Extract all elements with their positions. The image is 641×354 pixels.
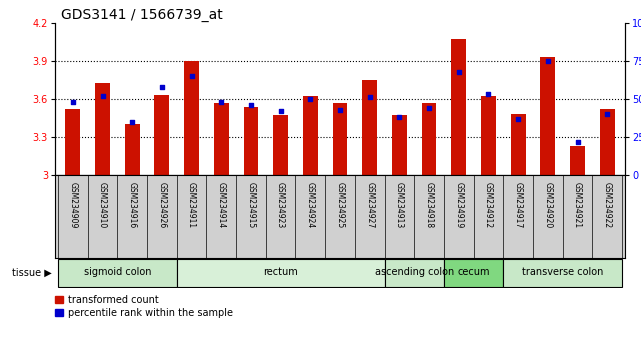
Bar	[422, 103, 437, 175]
Point	[127, 119, 137, 125]
Text: GDS3141 / 1566739_at: GDS3141 / 1566739_at	[62, 8, 223, 22]
Text: GSM234923: GSM234923	[276, 182, 285, 228]
Point	[513, 116, 523, 121]
FancyBboxPatch shape	[58, 259, 177, 287]
Text: sigmoid colon: sigmoid colon	[83, 267, 151, 278]
Point	[424, 105, 434, 111]
Bar	[214, 103, 229, 175]
Point	[305, 96, 315, 102]
Text: GSM234912: GSM234912	[484, 182, 493, 228]
Text: GSM234922: GSM234922	[603, 182, 612, 228]
Text: GSM234911: GSM234911	[187, 182, 196, 228]
Text: GSM234925: GSM234925	[335, 182, 344, 228]
Point	[394, 114, 404, 120]
FancyBboxPatch shape	[385, 259, 444, 287]
Bar	[95, 82, 110, 175]
Text: GSM234919: GSM234919	[454, 182, 463, 228]
Text: cecum: cecum	[457, 267, 490, 278]
Point	[572, 139, 583, 144]
Point	[602, 112, 612, 117]
Point	[483, 92, 494, 97]
Bar	[333, 103, 347, 175]
FancyBboxPatch shape	[503, 259, 622, 287]
Bar	[511, 114, 526, 175]
Text: GSM234921: GSM234921	[573, 182, 582, 228]
Bar	[273, 115, 288, 175]
Text: GSM234926: GSM234926	[158, 182, 167, 228]
Point	[187, 73, 197, 79]
Bar	[392, 115, 407, 175]
Point	[543, 58, 553, 64]
Text: GSM234918: GSM234918	[424, 182, 433, 228]
Text: GSM234910: GSM234910	[98, 182, 107, 228]
Bar	[600, 109, 615, 175]
Point	[365, 95, 375, 100]
Bar	[65, 109, 80, 175]
Point	[454, 69, 464, 74]
Text: GSM234916: GSM234916	[128, 182, 137, 228]
Text: GSM234924: GSM234924	[306, 182, 315, 228]
Point	[157, 84, 167, 90]
Bar	[125, 124, 140, 175]
Point	[97, 93, 108, 99]
Text: rectum: rectum	[263, 267, 298, 278]
Text: GSM234914: GSM234914	[217, 182, 226, 228]
Text: tissue ▶: tissue ▶	[12, 268, 52, 278]
Point	[335, 107, 345, 113]
Bar	[570, 146, 585, 175]
Bar	[362, 80, 377, 175]
Bar	[303, 97, 318, 175]
Bar	[481, 97, 496, 175]
Point	[246, 102, 256, 108]
Point	[276, 108, 286, 114]
Text: ascending colon: ascending colon	[374, 267, 454, 278]
Legend: transformed count, percentile rank within the sample: transformed count, percentile rank withi…	[55, 295, 233, 318]
Point	[216, 99, 226, 105]
FancyBboxPatch shape	[444, 259, 503, 287]
Bar	[244, 107, 258, 175]
Bar	[154, 95, 169, 175]
Bar	[540, 57, 555, 175]
FancyBboxPatch shape	[177, 259, 385, 287]
Text: GSM234917: GSM234917	[513, 182, 522, 228]
Text: GSM234909: GSM234909	[69, 182, 78, 228]
Text: GSM234927: GSM234927	[365, 182, 374, 228]
Text: GSM234913: GSM234913	[395, 182, 404, 228]
Bar	[451, 39, 466, 175]
Text: GSM234920: GSM234920	[544, 182, 553, 228]
Point	[68, 99, 78, 105]
Text: transverse colon: transverse colon	[522, 267, 603, 278]
Text: GSM234915: GSM234915	[246, 182, 255, 228]
Bar	[184, 61, 199, 175]
